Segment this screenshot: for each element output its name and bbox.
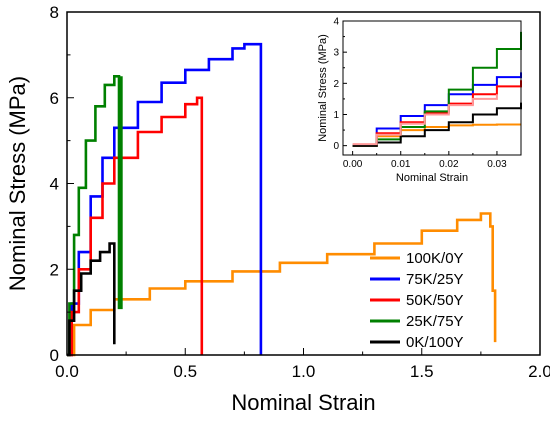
inset-y-tick-label: 4 [333,17,339,28]
inset-x-axis-title: Nominal Strain [396,172,468,184]
main-x-tick-label: 1.0 [292,362,316,381]
legend-label-1: 75K/25Y [406,271,464,288]
main-y-tick-label: 6 [50,89,59,108]
main-y-tick-label: 0 [50,346,59,365]
inset-series-0 [352,123,521,147]
legend-label-3: 25K/75Y [406,313,464,330]
main-x-tick-label: 1.5 [410,362,434,381]
inset-x-tick-label: 0.00 [343,159,363,170]
inset-y-tick-label: 3 [333,48,339,59]
inset-x-tick-label: 0.03 [487,159,507,170]
main-series-4 [67,242,116,357]
main-series-1 [67,42,263,357]
inset-series-5 [352,94,498,146]
main-y-tick-label: 4 [50,175,59,194]
main-y-tick-label: 8 [50,3,59,22]
main-y-axis-title: Nominal Stress (MPa) [5,76,30,291]
legend: 100K/0Y 75K/25Y 50K/50Y 25K/75Y 0K/100Y [370,250,464,351]
legend-label-4: 0K/100Y [406,334,464,351]
inset-series-4 [352,102,522,147]
inset-plot: 0.00 0.01 0.02 0.03 0 1 2 3 4 Nominal Strain Nomin… [317,17,522,184]
inset-y-tick-label: 0 [333,141,339,152]
inset-y-tick-label: 2 [333,79,339,90]
inset-y-tick-label: 1 [333,110,339,121]
main-x-tick-label: 0.0 [55,362,79,381]
main-y-tick-label: 2 [50,260,59,279]
inset-x-tick-label: 0.01 [391,159,411,170]
inset-y-axis-title: Nominal Stress (MPa) [317,34,329,142]
legend-label-2: 50K/50Y [406,292,464,309]
inset-x-tick-label: 0.02 [439,159,459,170]
inset-axes-frame [342,20,522,156]
main-x-tick-label: 0.5 [173,362,197,381]
main-series-2 [67,96,204,357]
legend-label-0: 100K/0Y [406,250,464,267]
main-x-axis-title: Nominal Strain [231,390,375,415]
main-x-tick-label: 2.0 [528,362,550,381]
main-plot: 0.0 0.5 1.0 1.5 2.0 0 2 4 6 8 Nominal Strain Nomina… [5,3,550,415]
